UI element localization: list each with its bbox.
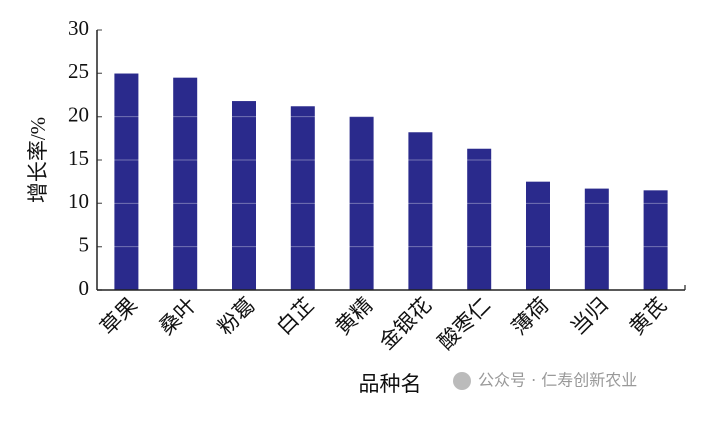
- watermark-icon: [453, 372, 471, 390]
- y-tick-label: 25: [68, 59, 89, 83]
- x-tick-label: 酸枣仁: [433, 293, 495, 355]
- bar: [173, 77, 198, 291]
- x-tick-label: 白芷: [272, 293, 319, 340]
- watermark: 公众号 · 仁寿创新农业: [453, 371, 637, 390]
- watermark-text: 公众号 · 仁寿创新农业: [478, 371, 637, 390]
- bar: [290, 106, 315, 291]
- y-axis-label: 增长率/%: [26, 117, 50, 203]
- bar: [467, 148, 492, 290]
- x-tick-label: 桑叶: [154, 293, 201, 340]
- y-tick-label: 10: [68, 189, 89, 213]
- x-tick-label: 金银花: [375, 293, 437, 355]
- x-axis-label: 品种名: [359, 372, 422, 396]
- y-tick-label: 15: [68, 146, 89, 170]
- bar: [643, 190, 668, 290]
- x-tick-label: 粉葛: [213, 293, 260, 340]
- bar: [526, 181, 550, 290]
- bar: [232, 101, 256, 290]
- bar: [349, 116, 374, 291]
- x-tick-label: 薄荷: [507, 293, 554, 340]
- y-tick-label: 5: [79, 232, 90, 256]
- y-tick-label: 20: [68, 102, 89, 126]
- y-tick-label: 0: [79, 276, 90, 300]
- x-tick-label: 黄精: [331, 293, 378, 340]
- x-tick-label: 草果: [96, 293, 143, 340]
- y-tick-label: 30: [68, 16, 89, 40]
- bar: [114, 73, 139, 290]
- x-tick-label: 当归: [566, 293, 613, 340]
- x-tick-label: 黄芪: [625, 293, 672, 340]
- bar: [408, 132, 433, 290]
- bar: [584, 188, 609, 290]
